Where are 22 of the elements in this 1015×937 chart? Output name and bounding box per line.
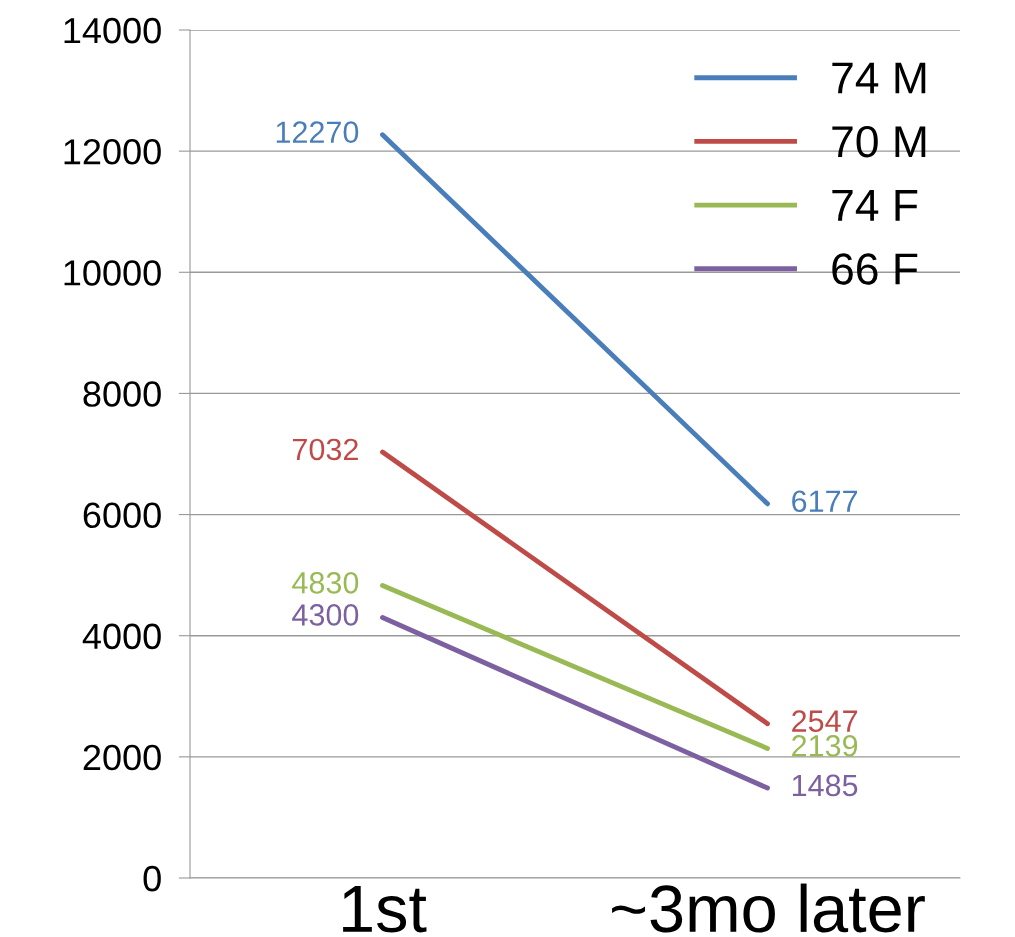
x-tick-label: 1st — [343, 886, 427, 933]
y-tick-label: 4000 — [82, 623, 161, 650]
legend-label: 70 M — [832, 125, 926, 158]
y-tick-label: 12000 — [64, 139, 161, 165]
legend-label: 74 M — [832, 62, 926, 94]
data-label: 4830 — [292, 572, 359, 594]
data-label: 2139 — [792, 735, 858, 757]
data-label: 2547 — [792, 710, 858, 732]
y-tick-label: 8000 — [83, 381, 161, 407]
legend-label: 66 F — [832, 253, 918, 285]
data-label: 7032 — [293, 438, 358, 461]
y-tick-label: 6000 — [83, 502, 161, 529]
data-label: 6177 — [792, 490, 858, 513]
y-tick-label: 14000 — [64, 17, 161, 44]
y-tick-label: 0 — [143, 865, 161, 892]
data-label: 1485 — [792, 774, 858, 797]
data-label: 4300 — [292, 604, 359, 626]
data-label: 12270 — [276, 121, 359, 143]
x-tick-label: ~3mo later — [612, 883, 925, 933]
y-tick-label: 10000 — [64, 260, 161, 286]
legend-label: 74 F — [832, 190, 918, 221]
y-tick-label: 2000 — [83, 744, 161, 771]
